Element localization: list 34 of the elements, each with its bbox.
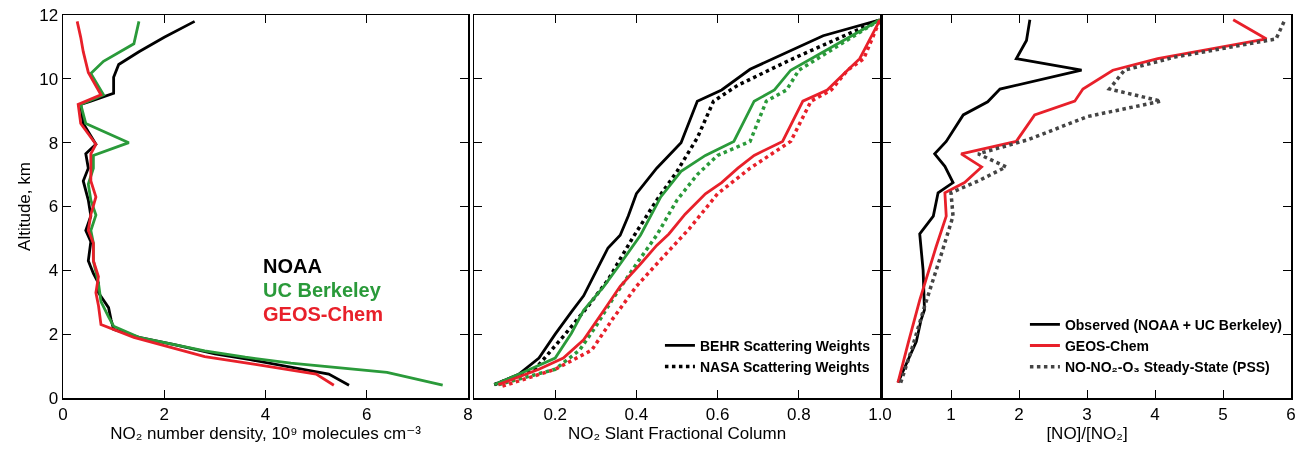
- y-tick-label: 6: [48, 197, 59, 217]
- legend-label: NO-NO₂-O₃ Steady-State (PSS): [1064, 359, 1270, 376]
- x-tick-label: 0.6: [705, 404, 730, 424]
- x-tick-label: 1: [946, 404, 956, 424]
- y-tick-label: 4: [48, 261, 59, 281]
- x-tick-label: 0.4: [624, 404, 649, 424]
- x-tick-label: 0.8: [786, 404, 811, 424]
- y-tick-label: 2: [48, 325, 59, 345]
- x-axis-title: NO₂ number density, 10⁹ molecules cm⁻³: [110, 423, 422, 443]
- x-axis-title: [NO]/[NO₂]: [1046, 423, 1128, 443]
- legend-label: NASA Scattering Weights: [699, 358, 870, 375]
- text: UC Berkeley: [263, 279, 382, 301]
- y-tick-label: 12: [39, 5, 59, 25]
- x-tick-label: 8: [463, 404, 473, 424]
- x-tick-label: 5: [1218, 404, 1228, 424]
- x-tick-label: 4: [1150, 404, 1160, 424]
- x-tick-label: 6: [362, 404, 372, 424]
- y-axis-title: Altitude, km: [14, 162, 34, 251]
- legend-label: BEHR Scattering Weights: [699, 337, 871, 354]
- x-tick-label: 2: [1014, 404, 1024, 424]
- y-tick-label: 10: [39, 69, 59, 89]
- x-tick-label: 6: [1286, 404, 1296, 424]
- x-axis-title: NO₂ Slant Fractional Column: [567, 423, 787, 443]
- x-tick-label: 3: [1082, 404, 1092, 424]
- legend-label: GEOS-Chem: [1064, 337, 1149, 354]
- x-tick-label: 2: [159, 404, 169, 424]
- text: GEOS-Chem: [263, 303, 384, 325]
- legend-label: Observed (NOAA + UC Berkeley): [1064, 316, 1282, 333]
- y-tick-label: 8: [48, 133, 59, 153]
- text: 1.0: [868, 404, 892, 424]
- x-tick-label: 0.2: [543, 404, 568, 424]
- x-tick-label: 4: [260, 404, 271, 424]
- y-tick-label: 0: [48, 388, 59, 408]
- text: NOAA: [263, 255, 322, 277]
